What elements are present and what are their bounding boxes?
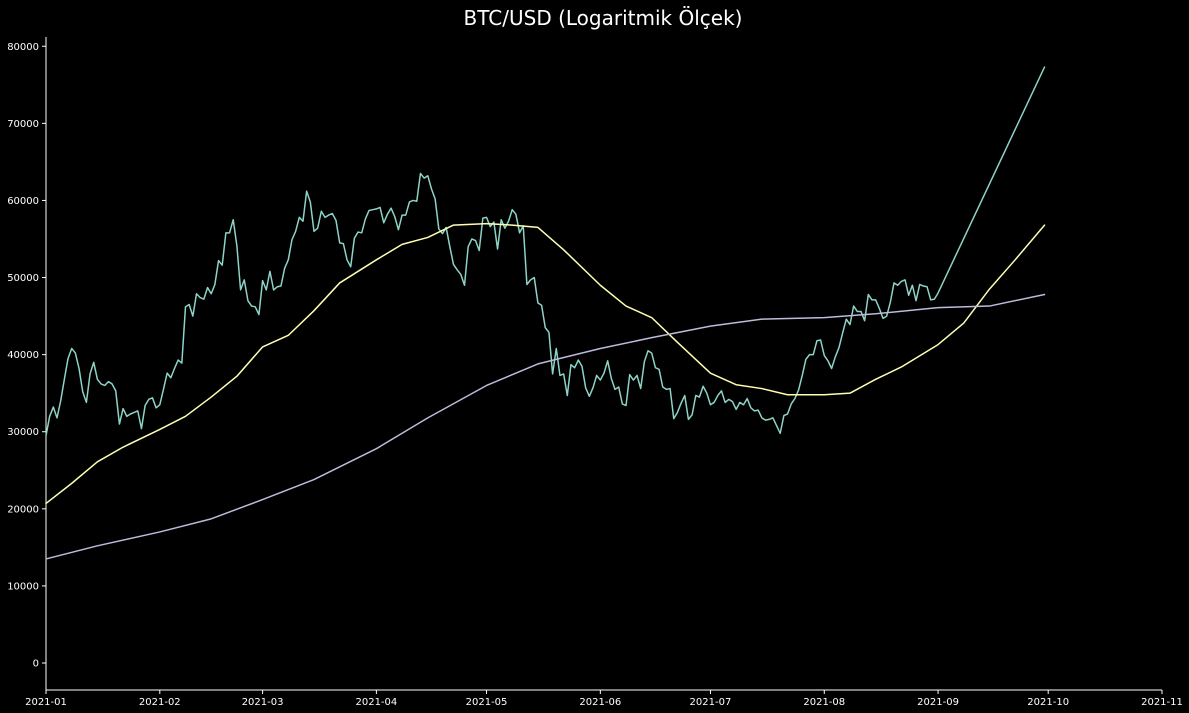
x-tick-label: 2021-07: [690, 697, 732, 708]
y-tick-label: 60000: [7, 196, 39, 207]
x-tick-label: 2021-01: [25, 697, 67, 708]
x-tick-label: 2021-04: [355, 697, 397, 708]
x-tick-label: 2021-10: [1027, 697, 1069, 708]
x-tick-label: 2021-06: [579, 697, 621, 708]
plot-area: 0 10000 20000 30000 40000 50000 60000 70000 8000…: [7, 37, 1183, 708]
chart-title: BTC/USD (Logaritmik Ölçek): [464, 6, 743, 30]
y-tick-label: 0: [33, 659, 39, 670]
series-line-3: [45, 293, 1046, 560]
x-tick-label: 2021-02: [139, 697, 181, 708]
series-line-2: [45, 222, 1046, 505]
x-tick-label: 2021-11: [1141, 697, 1183, 708]
y-tick-label: 30000: [7, 427, 39, 438]
y-tick-label: 50000: [7, 273, 39, 284]
y-tick-label: 20000: [7, 504, 39, 515]
x-tick-label: 2021-05: [466, 697, 508, 708]
y-tick-label: 80000: [7, 42, 39, 53]
y-tick-label: 70000: [7, 119, 39, 130]
x-tick-label: 2021-03: [242, 697, 284, 708]
y-tick-label: 40000: [7, 350, 39, 361]
x-tick-label: 2021-09: [917, 697, 959, 708]
y-tick-label: 10000: [7, 581, 39, 592]
x-tick-label: 2021-08: [803, 697, 845, 708]
series-line-1: [45, 66, 1046, 437]
